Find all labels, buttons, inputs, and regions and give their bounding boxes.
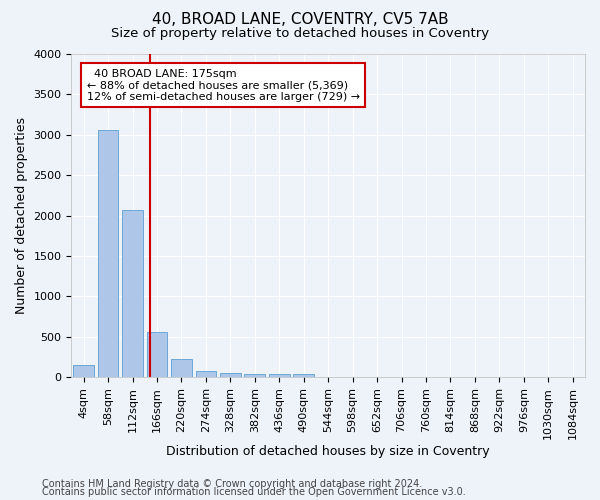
Text: Contains public sector information licensed under the Open Government Licence v3: Contains public sector information licen…: [42, 487, 466, 497]
Text: 40 BROAD LANE: 175sqm
← 88% of detached houses are smaller (5,369)
12% of semi-d: 40 BROAD LANE: 175sqm ← 88% of detached …: [86, 68, 359, 102]
Bar: [73, 365, 94, 377]
Bar: [244, 374, 265, 377]
Text: Size of property relative to detached houses in Coventry: Size of property relative to detached ho…: [111, 28, 489, 40]
Bar: [146, 332, 167, 377]
Bar: [293, 374, 314, 377]
Bar: [98, 130, 118, 377]
Y-axis label: Number of detached properties: Number of detached properties: [15, 117, 28, 314]
X-axis label: Distribution of detached houses by size in Coventry: Distribution of detached houses by size …: [166, 444, 490, 458]
Bar: [269, 374, 290, 377]
Text: Contains HM Land Registry data © Crown copyright and database right 2024.: Contains HM Land Registry data © Crown c…: [42, 479, 422, 489]
Bar: [122, 210, 143, 377]
Bar: [196, 371, 217, 377]
Bar: [171, 360, 192, 377]
Text: 40, BROAD LANE, COVENTRY, CV5 7AB: 40, BROAD LANE, COVENTRY, CV5 7AB: [152, 12, 448, 28]
Bar: [220, 373, 241, 377]
